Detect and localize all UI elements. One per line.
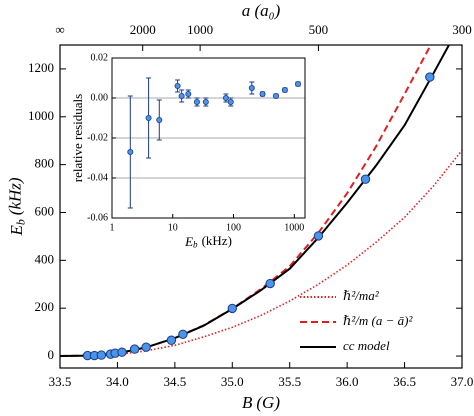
y-tick-label: 200 (35, 299, 55, 314)
data-point (174, 83, 181, 90)
top-axis-label: a (a₀) (242, 1, 281, 20)
axis-label: Eb (kHz) (5, 177, 27, 236)
y-tick-label: 0.02 (91, 52, 109, 63)
data-point (425, 72, 435, 82)
x-tick-label: 37.0 (451, 374, 474, 389)
data-point (281, 87, 288, 94)
data-point (127, 148, 134, 155)
data-point (273, 93, 280, 100)
data-point (117, 347, 127, 357)
axis-unit: (kHz) (202, 233, 232, 248)
y-tick-label: -0.06 (87, 212, 108, 223)
data-point (145, 115, 152, 122)
y-tick-label: -0.02 (87, 132, 108, 143)
top-tick-label: 500 (309, 22, 329, 37)
legend-label: ℏ²/ma² (343, 288, 380, 303)
legend-label: ℏ²/m (a − ā)² (343, 313, 413, 328)
data-point (294, 81, 301, 88)
y-tick-label: 0 (48, 347, 55, 362)
curve (60, 149, 462, 357)
axis-label: B (G) (242, 393, 280, 412)
axis-unit: (kHz) (5, 177, 24, 215)
inset-frame (111, 57, 306, 219)
data-point (259, 91, 266, 98)
y-tick-label: 800 (35, 156, 55, 171)
axis-symbol: E (7, 225, 26, 237)
y-tick-label: 1200 (28, 60, 54, 75)
top-tick-label: 300 (452, 22, 472, 37)
plot-frame (59, 44, 463, 369)
x-tick-label: 34.0 (106, 374, 129, 389)
top-tick-label: 1000 (187, 22, 213, 37)
x-tick-label: 100 (226, 222, 241, 233)
y-tick-label: 1000 (28, 108, 54, 123)
x-tick-label: 33.5 (49, 374, 72, 389)
data-point (178, 93, 185, 100)
data-point (360, 174, 371, 184)
data-point (185, 91, 192, 98)
axis-symbol: E (184, 234, 193, 249)
data-point (227, 303, 237, 314)
data-point (156, 117, 163, 124)
x-tick-label: 35.0 (221, 374, 244, 389)
data-point (166, 335, 177, 345)
data-point (141, 342, 151, 352)
x-tick-label: 36.5 (393, 374, 416, 389)
top-tick-label: 2000 (130, 22, 156, 37)
y-tick-label: 600 (35, 203, 55, 218)
x-tick-label: 34.5 (163, 374, 186, 389)
data-point (96, 350, 107, 360)
curve (60, 45, 451, 357)
axis-symbol: B (242, 393, 253, 412)
legend-label: cc model (343, 338, 390, 353)
inset-y-label: relative residuals (70, 94, 85, 182)
x-tick-label: 35.5 (278, 374, 301, 389)
data-point (129, 344, 140, 354)
x-tick-label: 1 (110, 222, 115, 233)
axis-subscript: b (13, 219, 27, 225)
y-tick-label: -0.04 (87, 172, 108, 183)
x-tick-label: 1000 (284, 222, 304, 233)
axis-label: Eb (kHz) (184, 233, 232, 250)
y-tick-label: 0.00 (91, 92, 109, 103)
data-point (227, 99, 234, 106)
data-point (313, 231, 324, 241)
data-point (193, 99, 200, 106)
axis-unit: (G) (256, 393, 280, 412)
data-point (248, 85, 255, 92)
top-tick-label: ∞ (55, 22, 64, 37)
data-point (178, 329, 188, 339)
data-point (222, 95, 229, 102)
y-tick-label: 400 (35, 251, 55, 266)
plot-area (60, 45, 462, 357)
x-tick-label: 36.0 (336, 374, 359, 389)
x-tick-label: 10 (168, 222, 178, 233)
axis-subscript: b (193, 240, 198, 250)
data-point (202, 99, 209, 106)
data-point (265, 278, 275, 289)
